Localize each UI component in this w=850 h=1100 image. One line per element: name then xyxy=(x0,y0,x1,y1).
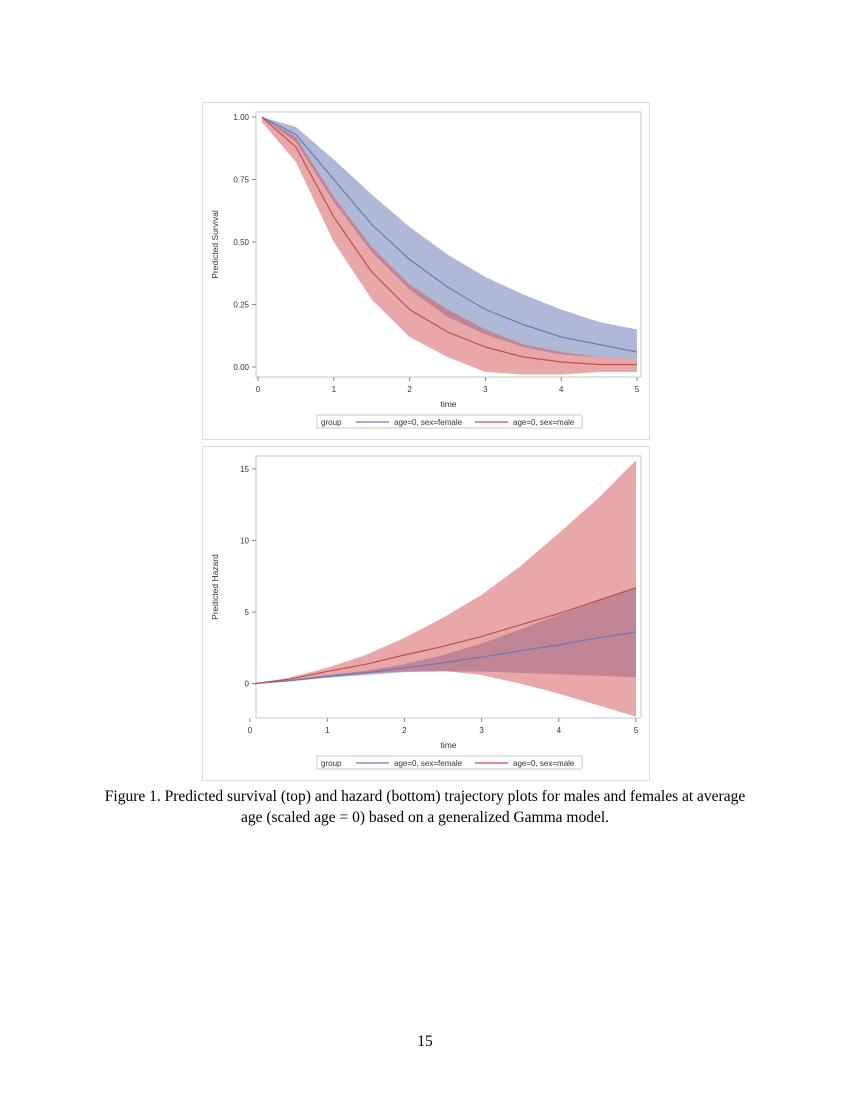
x-tick-label: 1 xyxy=(332,385,337,394)
y-tick-label: 0 xyxy=(245,680,250,689)
series-line-female xyxy=(253,631,637,685)
x-tick-label: 5 xyxy=(635,385,640,394)
legend-label: age=0, sex=female xyxy=(394,759,463,768)
y-tick-label: 5 xyxy=(245,608,250,617)
x-tick-label: 0 xyxy=(256,385,261,394)
legend-label: age=0, sex=male xyxy=(513,418,575,427)
y-tick-label: 0.50 xyxy=(233,238,249,247)
legend-title: group xyxy=(321,418,342,427)
plot-frame xyxy=(255,455,642,719)
legend-title: group xyxy=(321,759,342,768)
y-axis-label: Predicted Survival xyxy=(210,210,220,279)
x-tick-label: 4 xyxy=(559,385,564,394)
x-tick-label: 2 xyxy=(402,726,407,735)
confidence-band-male xyxy=(253,460,637,717)
y-tick-label: 0.25 xyxy=(233,301,249,310)
hazard-chart: 0 1 2 3 4 5 0 5 10 15 time Predicted Hazard group age… xyxy=(202,446,650,781)
confidence-band-male xyxy=(261,117,637,375)
x-tick-label: 3 xyxy=(483,385,488,394)
series-line-male xyxy=(261,116,637,366)
legend-box xyxy=(316,755,583,770)
chart-svg: 0 1 2 3 4 5 0.00 0.25 0.50 0.75 1.00 time Predicted … xyxy=(210,111,642,429)
y-axis-label: Predicted Hazard xyxy=(210,554,220,620)
series-line-female xyxy=(261,116,638,353)
y-tick-label: 0.75 xyxy=(233,176,249,185)
y-tick-label: 15 xyxy=(240,465,249,474)
y-tick-label: 0.00 xyxy=(233,363,249,372)
legend-box xyxy=(316,414,583,429)
series-line-male xyxy=(253,587,637,685)
x-tick-label: 4 xyxy=(557,726,562,735)
x-axis-label: time xyxy=(440,399,456,409)
x-tick-label: 0 xyxy=(248,726,253,735)
figure-caption: Figure 1. Predicted survival (top) and h… xyxy=(104,788,746,826)
legend-label: age=0, sex=male xyxy=(513,759,575,768)
x-tick-label: 2 xyxy=(407,385,412,394)
y-tick-label: 10 xyxy=(240,536,249,545)
chart-svg: 0 1 2 3 4 5 0 5 10 15 time Predicted Hazard group age… xyxy=(210,455,642,770)
y-tick-label: 1.00 xyxy=(233,113,249,122)
x-tick-label: 5 xyxy=(634,726,639,735)
page-number: 15 xyxy=(417,1033,433,1050)
survival-chart: 0 1 2 3 4 5 0.00 0.25 0.50 0.75 1.00 time Predicted … xyxy=(202,102,650,440)
x-axis-label: time xyxy=(440,740,456,750)
x-tick-label: 1 xyxy=(325,726,330,735)
plot-frame xyxy=(255,111,642,378)
legend-label: age=0, sex=female xyxy=(394,418,463,427)
x-tick-label: 3 xyxy=(479,726,484,735)
